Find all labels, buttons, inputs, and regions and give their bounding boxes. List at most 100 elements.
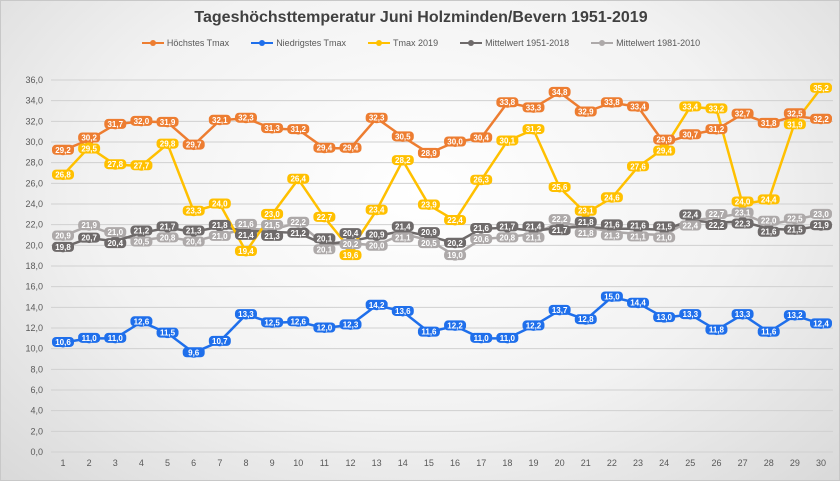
x-tick-label: 12 <box>346 458 356 468</box>
data-label-mittelwert-1951-2018: 20,2 <box>447 239 463 248</box>
data-label-h-chstes-tmax: 32,7 <box>735 110 751 119</box>
data-label-tmax-2019: 23,4 <box>369 206 385 215</box>
data-label-bg-mittelwert-1981-2010 <box>757 215 780 226</box>
data-label-bg-niedrigstes-tmax <box>810 318 832 329</box>
data-label-bg-niedrigstes-tmax <box>130 316 153 327</box>
data-label-bg-h-chstes-tmax <box>470 132 493 143</box>
y-tick-label: 26,0 <box>25 178 43 188</box>
data-label-bg-tmax-2019 <box>810 82 832 93</box>
y-tick-label: 12,0 <box>25 323 43 333</box>
data-label-mittelwert-1981-2010: 19,0 <box>447 251 463 260</box>
data-label-bg-niedrigstes-tmax <box>705 324 728 335</box>
data-label-mittelwert-1951-2018: 21,5 <box>787 226 803 235</box>
data-label-mittelwert-1981-2010: 21,5 <box>264 221 280 230</box>
data-label-h-chstes-tmax: 32,3 <box>238 114 254 123</box>
data-label-bg-niedrigstes-tmax <box>339 319 362 330</box>
y-tick-label: 30,0 <box>25 137 43 147</box>
data-label-bg-mittelwert-1981-2010 <box>234 218 257 229</box>
data-label-h-chstes-tmax: 31,3 <box>264 124 280 133</box>
data-label-bg-mittelwert-1981-2010 <box>208 230 231 241</box>
data-label-bg-h-chstes-tmax <box>548 86 571 97</box>
data-label-bg-mittelwert-1981-2010 <box>104 227 127 238</box>
data-label-bg-mittelwert-1951-2018 <box>731 218 754 229</box>
x-tick-label: 4 <box>139 458 144 468</box>
data-label-mittelwert-1951-2018: 21,4 <box>395 222 411 231</box>
data-label-h-chstes-tmax: 33,3 <box>526 103 542 112</box>
data-label-bg-mittelwert-1981-2010 <box>653 232 676 243</box>
data-label-bg-niedrigstes-tmax <box>600 291 623 302</box>
data-label-mittelwert-1951-2018: 20,1 <box>317 234 333 243</box>
data-label-niedrigstes-tmax: 13,3 <box>735 310 751 319</box>
data-label-niedrigstes-tmax: 11,0 <box>500 334 516 343</box>
data-label-mittelwert-1981-2010: 23,1 <box>735 208 751 217</box>
data-label-bg-niedrigstes-tmax <box>182 347 205 358</box>
x-tick-label: 16 <box>450 458 460 468</box>
data-label-bg-mittelwert-1951-2018 <box>78 232 101 243</box>
data-label-h-chstes-tmax: 30,2 <box>81 134 97 143</box>
data-label-bg-niedrigstes-tmax <box>548 304 571 315</box>
x-tick-label: 22 <box>607 458 617 468</box>
x-tick-label: 3 <box>113 458 118 468</box>
data-label-bg-tmax-2019 <box>731 196 754 207</box>
data-label-niedrigstes-tmax: 9,6 <box>188 348 200 357</box>
y-tick-label: 16,0 <box>25 282 43 292</box>
data-label-mittelwert-1981-2010: 21,0 <box>107 228 123 237</box>
data-label-h-chstes-tmax: 31,7 <box>107 120 123 129</box>
x-tick-label: 29 <box>790 458 800 468</box>
data-label-bg-h-chstes-tmax <box>313 142 336 153</box>
data-label-bg-mittelwert-1951-2018 <box>287 227 310 238</box>
data-label-tmax-2019: 29,5 <box>81 145 97 154</box>
data-label-h-chstes-tmax: 29,9 <box>656 136 672 145</box>
data-label-h-chstes-tmax: 31,9 <box>160 118 176 127</box>
data-label-tmax-2019: 27,8 <box>107 160 123 169</box>
data-label-h-chstes-tmax: 31,8 <box>761 119 777 128</box>
y-tick-label: 20,0 <box>25 240 43 250</box>
data-label-bg-tmax-2019 <box>234 246 257 257</box>
legend: Höchstes Tmax Niedrigstes Tmax Tmax 2019 Mi… <box>1 38 840 48</box>
data-label-niedrigstes-tmax: 13,7 <box>552 306 568 315</box>
data-label-bg-mittelwert-1981-2010 <box>313 244 336 255</box>
data-label-mittelwert-1951-2018: 21,7 <box>160 222 176 231</box>
data-label-tmax-2019: 22,4 <box>447 216 463 225</box>
data-label-bg-tmax-2019 <box>444 215 467 226</box>
data-label-mittelwert-1981-2010: 20,1 <box>317 245 333 254</box>
data-label-bg-niedrigstes-tmax <box>470 332 493 343</box>
data-label-bg-h-chstes-tmax <box>810 113 832 124</box>
data-label-bg-mittelwert-1981-2010 <box>130 236 153 247</box>
legend-swatch <box>251 40 274 46</box>
data-label-bg-h-chstes-tmax <box>679 129 702 140</box>
data-label-niedrigstes-tmax: 12,8 <box>578 315 594 324</box>
data-label-bg-h-chstes-tmax <box>208 114 231 125</box>
data-label-h-chstes-tmax: 29,4 <box>317 144 333 153</box>
data-label-mittelwert-1981-2010: 20,2 <box>343 240 359 249</box>
data-label-bg-mittelwert-1951-2018 <box>52 241 74 252</box>
data-label-bg-mittelwert-1951-2018 <box>156 221 179 232</box>
data-label-tmax-2019: 33,2 <box>709 104 725 113</box>
data-label-tmax-2019: 19,6 <box>343 251 359 260</box>
data-label-mittelwert-1951-2018: 21,8 <box>212 221 228 230</box>
y-tick-label: 8,0 <box>30 364 43 374</box>
data-label-mittelwert-1981-2010: 21,8 <box>578 229 594 238</box>
data-label-bg-tmax-2019 <box>783 119 806 130</box>
data-label-mittelwert-1981-2010: 22,2 <box>552 215 568 224</box>
data-label-bg-h-chstes-tmax <box>78 132 101 143</box>
data-label-niedrigstes-tmax: 10,6 <box>55 338 71 347</box>
data-label-niedrigstes-tmax: 12,6 <box>134 317 150 326</box>
data-label-bg-mittelwert-1981-2010 <box>365 240 388 251</box>
data-label-mittelwert-1951-2018: 21,4 <box>238 231 254 240</box>
data-label-bg-mittelwert-1951-2018 <box>130 225 153 236</box>
x-tick-label: 19 <box>528 458 538 468</box>
data-label-niedrigstes-tmax: 12,0 <box>317 324 333 333</box>
data-label-niedrigstes-tmax: 12,4 <box>813 319 829 328</box>
legend-item: Mittelwert 1981-2010 <box>591 38 700 48</box>
data-label-bg-niedrigstes-tmax <box>104 332 127 343</box>
data-label-mittelwert-1981-2010: 21,0 <box>656 233 672 242</box>
data-label-bg-mittelwert-1951-2018 <box>574 216 597 227</box>
data-label-tmax-2019: 24,0 <box>735 197 751 206</box>
data-label-niedrigstes-tmax: 11,6 <box>761 328 777 337</box>
data-label-mittelwert-1981-2010: 23,0 <box>813 210 829 219</box>
data-label-mittelwert-1981-2010: 21,1 <box>630 232 646 241</box>
data-label-bg-h-chstes-tmax <box>731 108 754 119</box>
x-tick-label: 26 <box>711 458 721 468</box>
data-label-mittelwert-1951-2018: 21,7 <box>500 222 516 231</box>
